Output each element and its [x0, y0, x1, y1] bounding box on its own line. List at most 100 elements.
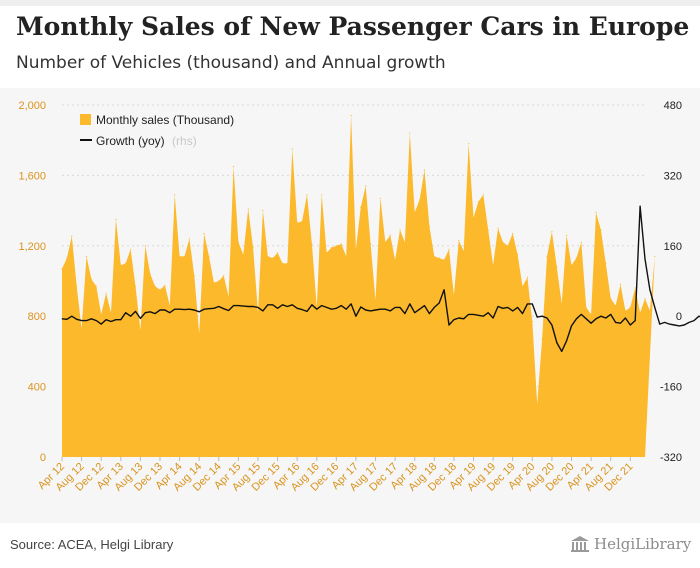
sales-area — [62, 115, 655, 457]
growth-point — [164, 309, 166, 311]
growth-point — [95, 320, 97, 321]
sales-point — [600, 229, 602, 231]
growth-point — [664, 322, 665, 323]
sales-point — [399, 229, 401, 231]
growth-point — [536, 316, 538, 318]
sales-point — [81, 327, 83, 330]
growth-point — [443, 289, 445, 291]
legend-swatch-sales — [80, 114, 91, 125]
sales-point — [487, 229, 489, 231]
growth-point — [546, 317, 548, 319]
growth-point — [561, 351, 563, 352]
sales-point — [575, 257, 578, 259]
sales-point — [66, 257, 68, 259]
growth-point — [468, 314, 469, 315]
left-tick-label: 400 — [28, 382, 46, 394]
growth-point — [120, 319, 122, 321]
sales-point — [468, 143, 470, 145]
right-tick-label: -320 — [660, 452, 682, 464]
sales-point — [370, 243, 372, 245]
left-tick-label: 1,600 — [18, 170, 46, 182]
growth-point — [125, 312, 127, 314]
sales-point — [463, 250, 465, 252]
growth-point — [350, 303, 352, 305]
sales-point — [105, 292, 107, 294]
legend-rhs-note: (rhs) — [172, 134, 197, 148]
growth-point — [336, 307, 337, 309]
legend-label-sales: Monthly sales (Thousand) — [96, 113, 234, 127]
sales-point — [615, 305, 617, 307]
growth-point — [438, 302, 440, 304]
sales-point — [252, 247, 254, 249]
growth-point — [512, 310, 514, 312]
growth-point — [100, 323, 102, 325]
chart-subtitle: Number of Vehicles (thousand) and Annual… — [16, 53, 446, 73]
sales-point — [365, 185, 367, 187]
sales-point — [477, 201, 479, 203]
sales-point — [458, 239, 460, 242]
growth-point — [527, 303, 528, 305]
sales-point — [198, 333, 200, 335]
sales-point — [502, 241, 504, 243]
growth-point — [507, 307, 509, 308]
sales-point — [130, 248, 132, 250]
sales-point — [551, 231, 553, 233]
sales-point — [144, 245, 146, 247]
growth-point — [580, 314, 582, 315]
sales-point — [497, 227, 499, 229]
growth-point — [301, 309, 303, 310]
sales-point — [595, 211, 597, 213]
sales-point — [340, 243, 342, 245]
sales-point — [267, 255, 269, 257]
growth-point — [213, 307, 215, 309]
growth-point — [620, 322, 621, 324]
sales-point — [649, 310, 651, 312]
sales-point — [154, 285, 156, 287]
sales-point — [531, 320, 533, 323]
growth-point — [433, 307, 435, 308]
growth-point — [384, 308, 386, 310]
growth-point — [380, 308, 381, 310]
growth-point — [683, 324, 685, 326]
growth-point — [605, 317, 607, 319]
growth-point — [482, 315, 484, 317]
sales-area-series — [61, 115, 656, 457]
sales-point — [125, 262, 127, 264]
sales-point — [76, 285, 78, 287]
growth-point — [629, 324, 631, 326]
sales-point — [355, 248, 357, 250]
growth-point — [311, 304, 313, 306]
growth-point — [316, 308, 318, 310]
growth-point — [644, 258, 646, 260]
sales-point — [624, 310, 627, 312]
sales-point — [536, 403, 538, 405]
chart-title: Monthly Sales of New Passenger Cars in E… — [16, 12, 690, 41]
growth-point — [375, 309, 376, 311]
sales-point — [433, 255, 435, 257]
growth-point — [497, 306, 499, 307]
sales-point — [570, 264, 573, 266]
sales-point — [286, 262, 288, 264]
sales-point — [409, 132, 411, 134]
sales-point — [115, 218, 117, 220]
library-building-icon — [571, 536, 589, 552]
sales-point — [521, 285, 524, 287]
growth-point — [571, 325, 572, 327]
growth-point — [296, 307, 298, 309]
growth-point — [208, 308, 210, 310]
sales-point — [428, 225, 430, 227]
sales-point — [335, 245, 337, 247]
left-axis: 0 400 800 1,200 1,600 2,000 — [18, 100, 46, 464]
sales-point — [556, 266, 558, 268]
growth-point — [639, 205, 641, 207]
sales-point — [183, 255, 186, 257]
sales-point — [179, 255, 181, 257]
growth-point — [585, 318, 587, 320]
sales-point — [134, 285, 137, 287]
growth-point — [463, 318, 465, 320]
growth-point — [674, 324, 675, 326]
legend: Monthly sales (Thousand) Growth (yoy) (r… — [80, 113, 234, 148]
left-tick-label: 1,200 — [18, 241, 46, 253]
